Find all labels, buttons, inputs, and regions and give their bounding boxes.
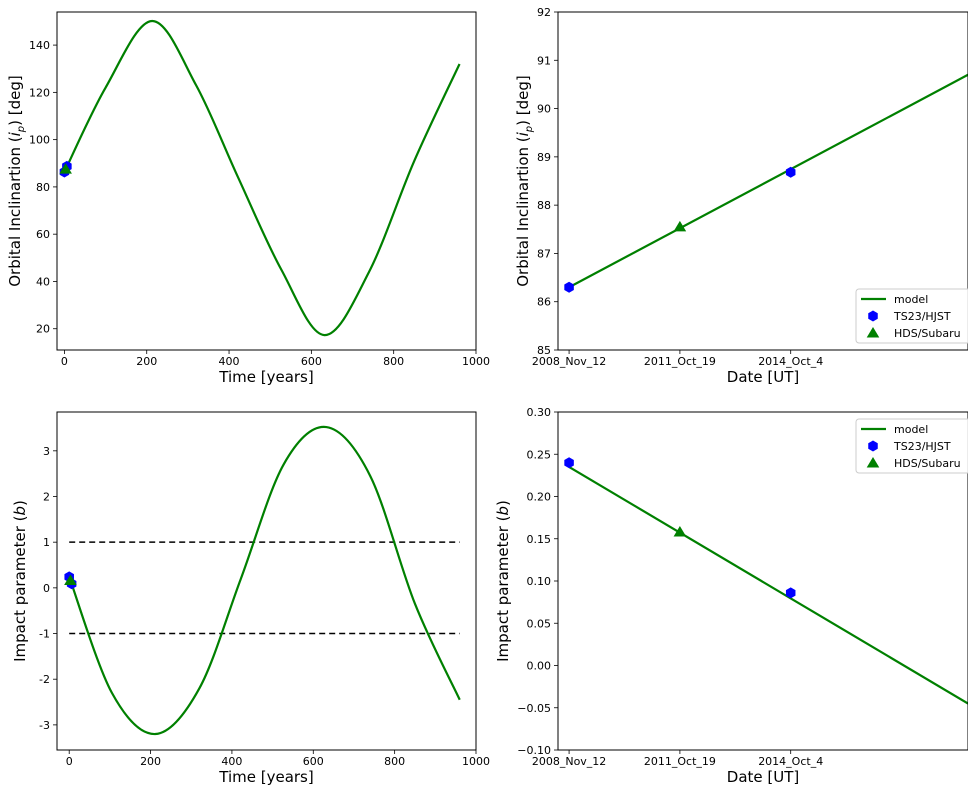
y-tick-label: 0.15 [527,533,552,546]
point-ts23-hjst [564,457,574,468]
y-tick-label: 3 [43,445,50,458]
point-ts23-hjst [564,282,574,293]
y-tick-label: 0.25 [527,448,552,461]
y-tick-label: 89 [537,151,551,164]
x-tick-label: 800 [383,355,404,368]
legend-label: model [894,293,928,306]
x-axis-label: Date [UT] [727,368,799,386]
chart-impact-parameter-vs-date: −0.10−0.050.000.050.100.150.200.250.3020… [494,406,968,785]
y-tick-label: 0.05 [527,617,552,630]
y-tick-label: 0.00 [527,660,552,673]
x-axis-label: Time [years] [218,768,313,785]
x-tick-label: 0 [61,355,68,368]
y-tick-label: 140 [29,39,50,52]
y-tick-label: 92 [537,6,551,19]
y-tick-label: 0.30 [527,406,552,419]
y-tick-label: 91 [537,54,551,67]
y-tick-label: 120 [29,86,50,99]
chart-inclination-vs-time: 20 40 60 80 100 120 140 0 200 400 600 800 1000 Time [… [6,12,490,386]
x-tick-label: 1000 [462,755,490,768]
x-axis-label: Time [years] [218,368,313,386]
plot-area [59,21,459,335]
y-tick-label: -3 [39,719,50,732]
x-tick-label: 800 [384,755,405,768]
y-tick-label: −0.05 [517,702,551,715]
legend-label: TS23/HJST [893,310,951,323]
y-tick-label: 2 [43,491,50,504]
axes-frame [57,412,476,750]
x-tick-label: 200 [140,755,161,768]
y-axis-label: Orbital Inclinartion (ip) [deg] [514,75,535,287]
y-tick-label: 1 [43,536,50,549]
series-model-line [569,467,968,704]
y-tick-label: 40 [36,275,50,288]
x-tick-label: 400 [219,355,240,368]
y-tick-label: 86 [537,296,551,309]
x-tick-label: 200 [136,355,157,368]
y-tick-label: 0.20 [527,491,552,504]
x-tick-label: 600 [303,755,324,768]
series-model-line [569,75,968,287]
legend-label: TS23/HJST [893,440,951,453]
y-tick-label: 0.10 [527,575,552,588]
y-axis-label: Impact parameter (b) [11,500,29,662]
chart-impact-parameter-vs-time: -3 -2 -1 0 1 2 3 0 200 400 600 800 1000 Time [years] I… [11,412,490,785]
plot-area [564,457,968,703]
legend-label: HDS/Subaru [894,327,961,340]
y-axis-label: Impact parameter (b) [494,500,512,662]
series-model-line [64,21,459,335]
x-tick-label: 2011_Oct_19 [644,355,716,368]
x-tick-label: 400 [221,755,242,768]
y-tick-label: 87 [537,247,551,260]
legend-label: HDS/Subaru [894,457,961,470]
y-tick-label: 80 [36,181,50,194]
x-tick-label: 1000 [462,355,490,368]
y-tick-label: 20 [36,323,50,336]
y-tick-label: 0 [43,582,50,595]
x-axis-label: Date [UT] [727,768,799,785]
x-tick-label: 2008_Nov_12 [532,755,606,768]
y-tick-label: 88 [537,199,551,212]
x-tick-label: 600 [301,355,322,368]
y-tick-label: 90 [537,103,551,116]
legend-label: model [894,423,928,436]
legend: model TS23/HJST HDS/Subaru [856,419,968,473]
y-tick-label: -2 [39,673,50,686]
y-axis-label: Orbital Inclinartion (ip) [deg] [6,75,27,287]
legend: model TS23/HJST HDS/Subaru [856,289,968,343]
y-tick-label: 100 [29,134,50,147]
x-tick-label: 0 [66,755,73,768]
x-tick-label: 2008_Nov_12 [532,355,606,368]
y-tick-label: -1 [39,628,50,641]
x-tick-label: 2014_Oct_4 [758,755,823,768]
series-model-line [69,427,460,734]
plot-area [564,75,968,293]
plot-area [64,427,460,734]
x-tick-label: 2014_Oct_4 [758,355,823,368]
x-tick-label: 2011_Oct_19 [644,755,716,768]
y-tick-label: 60 [36,228,50,241]
